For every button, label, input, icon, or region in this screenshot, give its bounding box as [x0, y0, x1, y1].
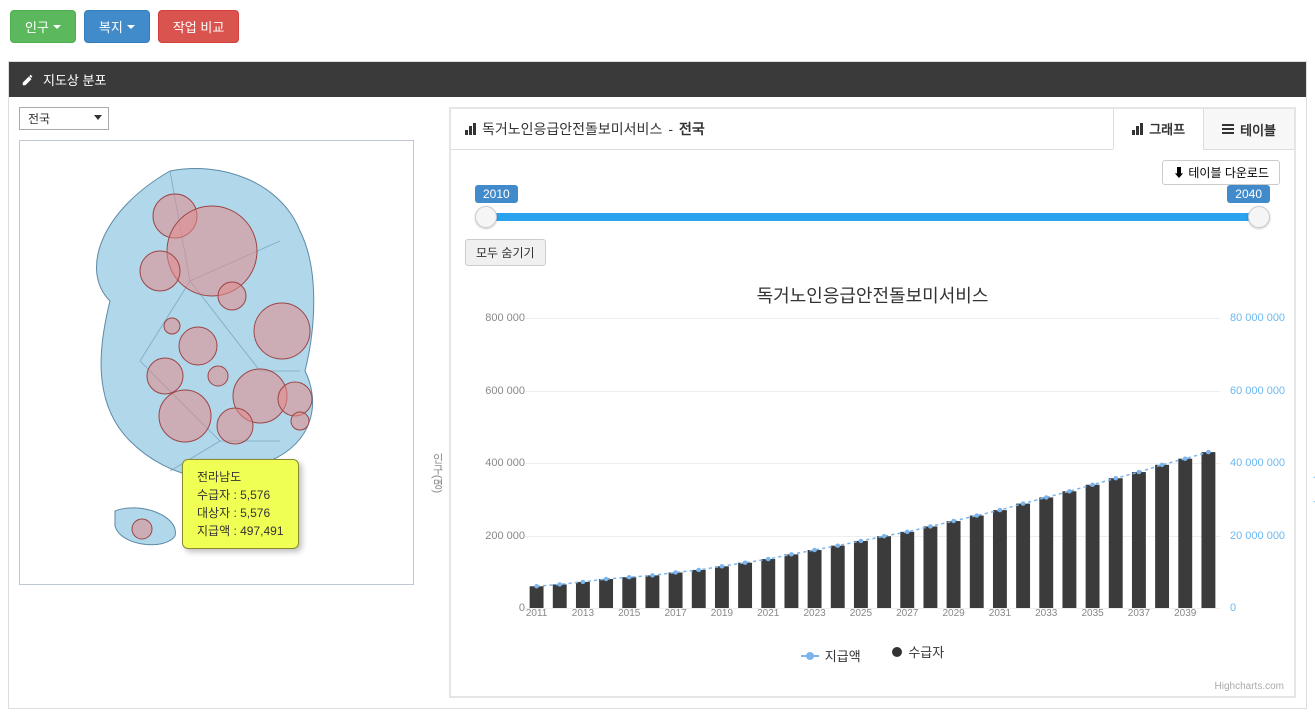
caret-down-icon — [53, 25, 61, 29]
download-label: 테이블 다운로드 — [1188, 166, 1269, 180]
tab-table[interactable]: 테이블 — [1203, 109, 1294, 149]
chart-breadcrumb: 독거노인응급안전돌보미서비스 - 전국 — [451, 109, 1113, 149]
compare-button[interactable]: 작업 비교 — [158, 10, 239, 43]
welfare-label: 복지 — [99, 17, 123, 36]
tooltip-line2: 대상자 : 5,576 — [197, 504, 284, 522]
slider-start-label: 2010 — [475, 185, 518, 203]
region-name: 전국 — [679, 119, 705, 139]
slider-knob-end[interactable] — [1248, 206, 1270, 228]
legend: 지급액 수급자 — [465, 628, 1280, 671]
caret-down-icon — [127, 25, 135, 29]
download-icon: ⬇ — [1173, 166, 1185, 180]
chart-credits[interactable]: Highcharts.com — [451, 681, 1294, 696]
tab-graph[interactable]: 그래프 — [1113, 109, 1203, 150]
download-button[interactable]: ⬇ 테이블 다운로드 — [1162, 160, 1280, 185]
service-name: 독거노인응급안전돌보미서비스 — [482, 119, 662, 139]
legend-label-recipient: 수급자 — [908, 642, 944, 661]
region-select-value: 전국 — [28, 112, 50, 126]
slider-knob-start[interactable] — [475, 206, 497, 228]
edit-icon — [21, 73, 35, 87]
welfare-dropdown[interactable]: 복지 — [84, 10, 150, 43]
tooltip-line3: 지급액 : 497,491 — [197, 522, 284, 540]
y-right-axis: 020 000 00040 000 00060 000 00080 000 00… — [1230, 318, 1300, 608]
legend-item-payment[interactable]: 지급액 — [801, 646, 861, 665]
legend-item-recipient[interactable]: 수급자 — [892, 642, 944, 661]
panel-title: 지도상 분포 — [43, 70, 106, 89]
slider-end-label: 2040 — [1227, 185, 1270, 203]
list-icon — [1222, 124, 1234, 134]
hide-all-label: 모두 숨기기 — [476, 246, 535, 260]
tooltip-title: 전라남도 — [197, 468, 284, 486]
map-panel: 지도상 분포 전국 전라남도 수급자 : 5,576 대상자 : 5,576 지… — [8, 61, 1307, 709]
panel-header: 지도상 분포 — [9, 62, 1306, 97]
chart-svg — [525, 318, 1220, 608]
bar-chart-icon — [465, 123, 476, 135]
y-left-axis: 0200 000400 000600 000800 000 — [455, 318, 525, 608]
y-left-axis-label: 인구(명) — [430, 453, 443, 493]
plot-area: 인구(명) 총수입(천원) 0200 000400 000600 000800 … — [525, 318, 1220, 628]
legend-label-payment: 지급액 — [825, 646, 861, 665]
dot-marker-icon — [892, 647, 902, 657]
year-slider[interactable]: 2010 2040 — [465, 185, 1280, 235]
x-axis: 2011201320152017201920212023202520272029… — [525, 608, 1220, 628]
population-dropdown[interactable]: 인구 — [10, 10, 76, 43]
map-tooltip: 전라남도 수급자 : 5,576 대상자 : 5,576 지급액 : 497,4… — [182, 459, 299, 549]
chart-title: 독거노인응급안전돌보미서비스 — [465, 282, 1280, 308]
compare-label: 작업 비교 — [173, 17, 224, 36]
line-marker-icon — [801, 655, 819, 657]
hide-all-button[interactable]: 모두 숨기기 — [465, 239, 546, 266]
tab-table-label: 테이블 — [1240, 120, 1276, 139]
separator: - — [668, 121, 673, 137]
slider-track — [485, 213, 1260, 221]
region-select[interactable]: 전국 — [19, 107, 109, 130]
bar-chart-icon — [1132, 123, 1143, 135]
tab-graph-label: 그래프 — [1149, 119, 1185, 138]
tooltip-line1: 수급자 : 5,576 — [197, 486, 284, 504]
population-label: 인구 — [25, 17, 49, 36]
